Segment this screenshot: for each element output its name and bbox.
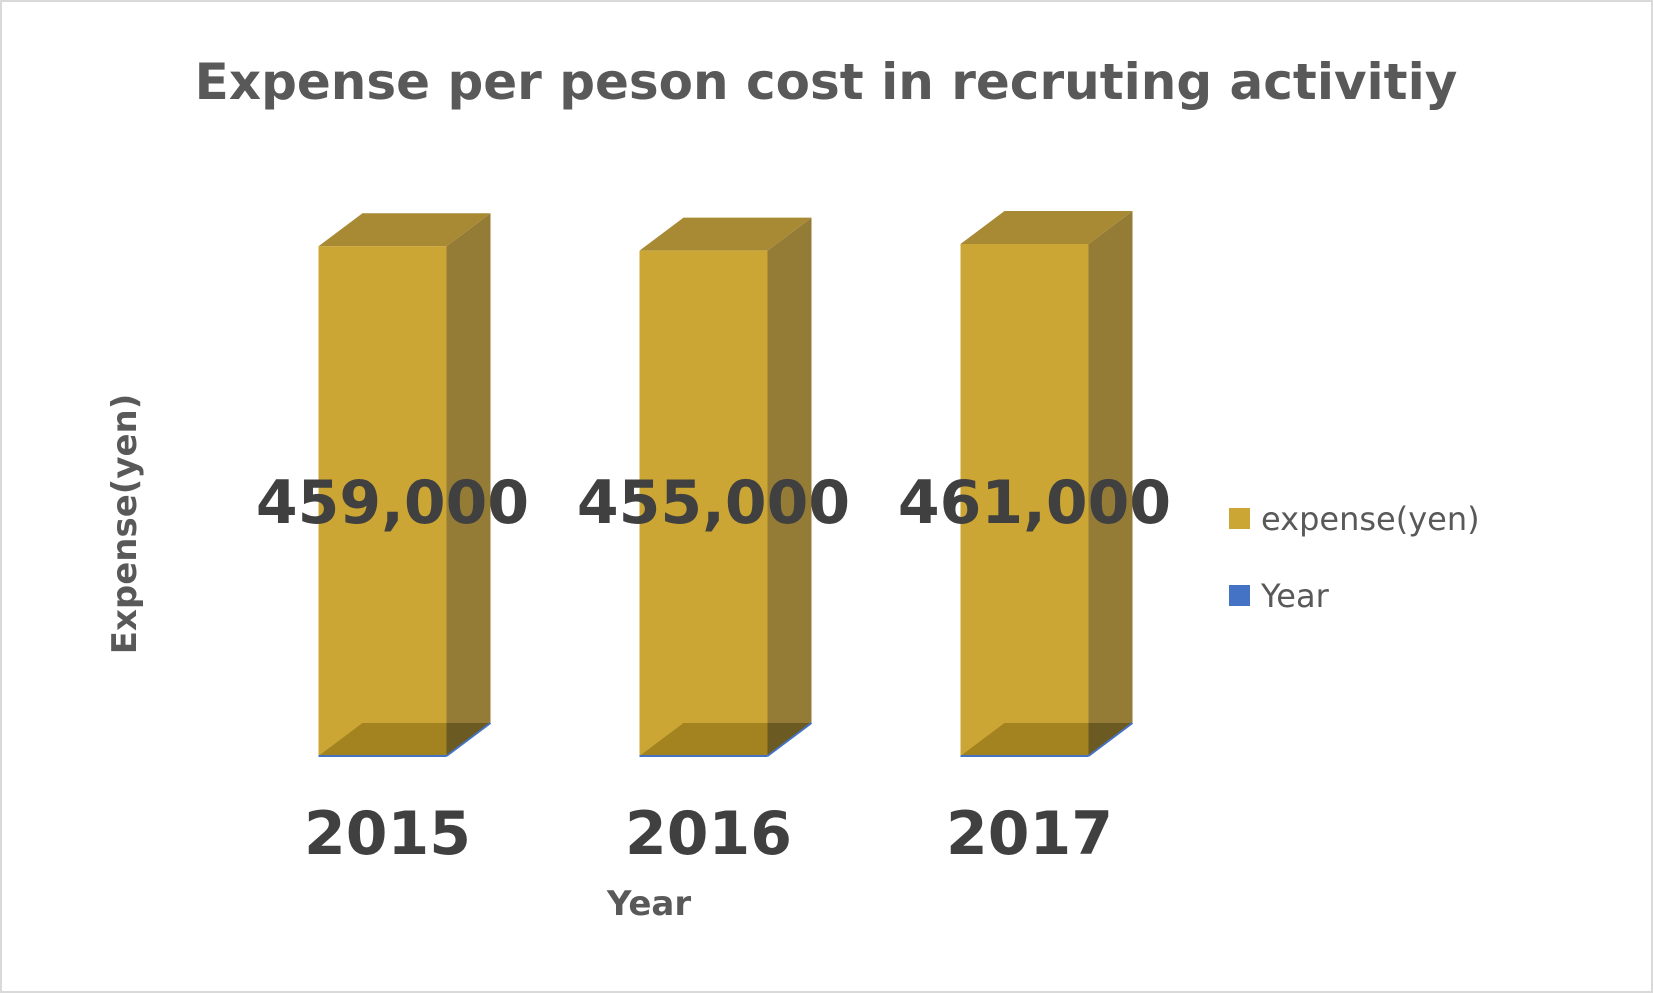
bar-2016 [639, 217, 813, 757]
legend-swatch-year [1229, 585, 1250, 606]
legend-label-year: Year [1260, 577, 1330, 615]
legend-label-expense: expense(yen) [1261, 500, 1480, 538]
bar-top-face [960, 211, 1133, 244]
bar-front-face [639, 250, 768, 757]
bar-base-band [960, 723, 1089, 756]
bar-top-face [639, 217, 812, 251]
bar-base-band [318, 723, 447, 756]
x-tick-label-2016: 2016 [625, 799, 792, 869]
x-tick-label-2017: 2017 [946, 799, 1113, 869]
x-axis-title: Year [606, 884, 692, 924]
year-series-bar-depth-2015 [445, 722, 492, 757]
year-series-bar-depth-2016 [766, 722, 813, 757]
bar-2015 [318, 213, 492, 757]
bar-2017 [960, 211, 1134, 757]
bars-layer [318, 211, 1134, 757]
data-label-2015: 459,000 [256, 468, 529, 538]
year-series-bar-depth-2017 [1087, 722, 1134, 757]
data-label-2017: 461,000 [898, 468, 1171, 538]
bar-side-face [1088, 211, 1133, 756]
bar-side-face [446, 213, 491, 756]
legend: expense(yen) Year [1229, 500, 1480, 615]
bar-front-face [318, 246, 447, 756]
labels-layer: 459,000 2015 455,000 2016 461,000 2017 [256, 468, 1171, 869]
bar-base-band [639, 723, 768, 756]
bar-side-face [767, 217, 812, 757]
data-label-2016: 455,000 [577, 468, 850, 538]
x-tick-label-2015: 2015 [304, 799, 471, 869]
bar-top-face [318, 213, 491, 247]
y-axis-title: Expense(yen) [105, 394, 145, 655]
chart-title: Expense per peson cost in recruting acti… [195, 53, 1458, 111]
legend-swatch-expense [1229, 508, 1250, 529]
bar-front-face [960, 244, 1089, 756]
